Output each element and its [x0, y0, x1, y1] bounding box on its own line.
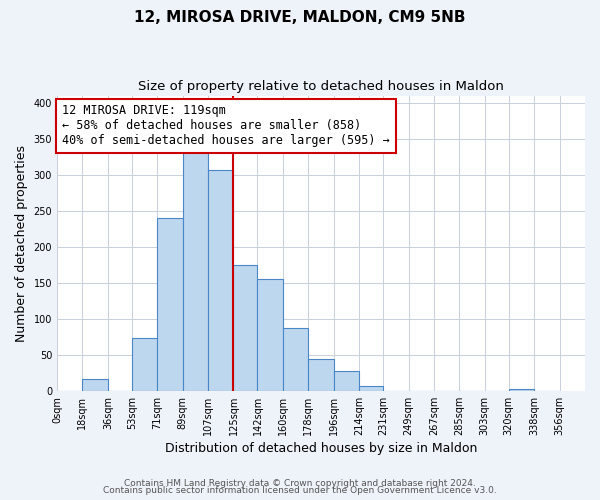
Bar: [82, 380, 108, 391]
Text: 12 MIROSA DRIVE: 119sqm
← 58% of detached houses are smaller (858)
40% of semi-d: 12 MIROSA DRIVE: 119sqm ← 58% of detache…: [62, 104, 390, 148]
Bar: [257, 279, 283, 391]
Text: Contains public sector information licensed under the Open Government Licence v3: Contains public sector information licen…: [103, 486, 497, 495]
Bar: [283, 328, 308, 391]
Bar: [334, 370, 359, 391]
Bar: [509, 390, 534, 391]
Bar: [308, 359, 334, 391]
Y-axis label: Number of detached properties: Number of detached properties: [15, 144, 28, 342]
Text: Contains HM Land Registry data © Crown copyright and database right 2024.: Contains HM Land Registry data © Crown c…: [124, 478, 476, 488]
Title: Size of property relative to detached houses in Maldon: Size of property relative to detached ho…: [138, 80, 504, 93]
Bar: [157, 218, 182, 391]
Bar: [132, 338, 157, 391]
X-axis label: Distribution of detached houses by size in Maldon: Distribution of detached houses by size …: [165, 442, 477, 455]
Bar: [182, 151, 208, 391]
Bar: [208, 170, 233, 391]
Text: 12, MIROSA DRIVE, MALDON, CM9 5NB: 12, MIROSA DRIVE, MALDON, CM9 5NB: [134, 10, 466, 25]
Bar: [233, 265, 257, 391]
Bar: [359, 386, 383, 391]
